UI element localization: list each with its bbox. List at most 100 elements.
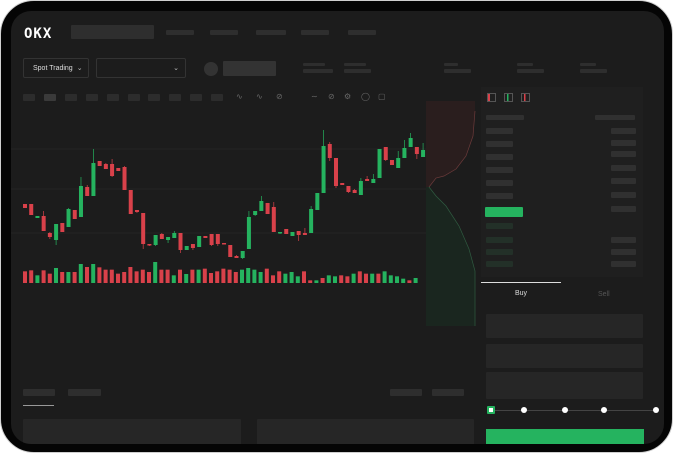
pair-dropdown[interactable]: ⌄ bbox=[96, 58, 186, 78]
timeframe-button[interactable] bbox=[169, 94, 181, 101]
volume-bar bbox=[153, 262, 158, 283]
candle-body bbox=[271, 207, 276, 232]
orderbook-bids-icon[interactable] bbox=[504, 93, 513, 102]
stat-label bbox=[580, 63, 596, 66]
candle-down bbox=[414, 147, 419, 159]
filter-button[interactable] bbox=[432, 389, 464, 396]
volume-bar bbox=[85, 267, 89, 283]
search-bar[interactable] bbox=[71, 25, 154, 39]
stat-value bbox=[580, 69, 607, 73]
candle-body bbox=[72, 210, 77, 219]
screenshot-icon[interactable]: ◯ bbox=[361, 92, 370, 101]
chart-type-icon[interactable]: ∿ bbox=[256, 92, 263, 101]
tab-buy[interactable]: Buy bbox=[515, 290, 528, 297]
candle-up bbox=[240, 251, 245, 259]
indicator-icon[interactable]: ∿ bbox=[236, 92, 243, 101]
timeframe-button[interactable] bbox=[65, 94, 77, 101]
candle-body bbox=[128, 190, 133, 214]
order-book bbox=[481, 87, 643, 277]
candle-down bbox=[85, 185, 90, 196]
tab-sell[interactable]: Sell bbox=[598, 291, 610, 298]
candle-down bbox=[23, 204, 27, 208]
timeframe-button[interactable] bbox=[107, 94, 119, 101]
filter-button[interactable] bbox=[390, 389, 422, 396]
slider-step-25[interactable] bbox=[521, 407, 527, 413]
candle-body bbox=[352, 190, 357, 193]
amount-slider-track[interactable] bbox=[491, 410, 656, 411]
candle-body bbox=[228, 245, 233, 257]
candle-down bbox=[327, 142, 332, 161]
volume-bar bbox=[295, 276, 300, 283]
timeframe-button[interactable] bbox=[86, 94, 98, 101]
compare-icon[interactable]: ⊘ bbox=[276, 92, 283, 101]
candle-down bbox=[302, 228, 307, 235]
slider-step-75[interactable] bbox=[601, 407, 607, 413]
volume-bar bbox=[35, 275, 40, 283]
candle-body bbox=[265, 203, 270, 214]
slider-step-100[interactable] bbox=[653, 407, 659, 413]
candle-body bbox=[396, 158, 401, 168]
volume-bar bbox=[116, 273, 120, 283]
orders-card bbox=[23, 419, 241, 444]
candle-body bbox=[23, 204, 27, 208]
volume-bar bbox=[233, 272, 238, 283]
amount-input[interactable] bbox=[486, 344, 643, 368]
nav-item[interactable] bbox=[256, 30, 286, 35]
candle-body bbox=[234, 256, 239, 258]
candle-body bbox=[147, 244, 152, 246]
bid-row-amount bbox=[611, 261, 636, 267]
nav-item[interactable] bbox=[210, 30, 238, 35]
volume-bar bbox=[202, 268, 207, 283]
ask-row-amount bbox=[611, 151, 636, 157]
volume-bar bbox=[184, 274, 189, 283]
bid-row-price bbox=[486, 261, 513, 267]
nav-item[interactable] bbox=[301, 30, 329, 35]
total-input[interactable] bbox=[486, 372, 643, 399]
candle-body bbox=[190, 244, 195, 248]
candle-body bbox=[153, 235, 158, 245]
volume-bar bbox=[134, 271, 139, 283]
candle-body bbox=[178, 233, 183, 250]
tab-order-history[interactable] bbox=[68, 389, 101, 396]
candle-body bbox=[296, 231, 301, 235]
price-input[interactable] bbox=[486, 314, 643, 338]
slider-step-50[interactable] bbox=[562, 407, 568, 413]
fullscreen-icon[interactable]: ▢ bbox=[378, 92, 386, 101]
candle-body bbox=[414, 147, 419, 154]
okx-logo[interactable]: OKX bbox=[24, 26, 53, 42]
candle-up bbox=[321, 130, 326, 193]
timeframe-button[interactable] bbox=[23, 94, 35, 101]
nav-item[interactable] bbox=[166, 30, 194, 35]
ask-row-price bbox=[486, 180, 513, 186]
timeframe-button[interactable] bbox=[44, 94, 56, 101]
volume-bar bbox=[376, 273, 381, 283]
settings-icon[interactable]: ⚙ bbox=[344, 92, 352, 101]
candle-body bbox=[134, 210, 139, 212]
draw-icon[interactable]: ⊘ bbox=[328, 92, 335, 101]
timeframe-button[interactable] bbox=[190, 94, 202, 101]
orderbook-asks-icon[interactable] bbox=[521, 93, 530, 102]
line-icon[interactable]: ∼ bbox=[311, 92, 318, 101]
orderbook-both-icon[interactable] bbox=[487, 93, 496, 102]
timeframe-button[interactable] bbox=[211, 94, 223, 101]
ask-depth-line bbox=[428, 110, 476, 188]
ask-row-price bbox=[486, 167, 513, 173]
candle-body bbox=[259, 201, 264, 211]
volume-bar bbox=[103, 269, 108, 283]
slider-handle[interactable] bbox=[487, 406, 495, 414]
candlestick-chart[interactable] bbox=[11, 101, 481, 371]
tab-open-orders[interactable] bbox=[23, 389, 55, 396]
timeframe-button[interactable] bbox=[128, 94, 140, 101]
timeframe-button[interactable] bbox=[148, 94, 160, 101]
candle-body bbox=[203, 236, 208, 238]
spot-trading-dropdown[interactable]: Spot Trading ⌄ bbox=[23, 58, 89, 78]
candle-down bbox=[228, 245, 233, 257]
candle-body bbox=[97, 161, 102, 166]
bid-row-price bbox=[486, 237, 513, 243]
nav-item[interactable] bbox=[348, 30, 376, 35]
candle-body bbox=[78, 186, 83, 217]
candle-body bbox=[209, 234, 214, 245]
volume-bar bbox=[128, 267, 133, 283]
buy-button[interactable] bbox=[486, 429, 644, 444]
candle-body bbox=[172, 233, 177, 238]
